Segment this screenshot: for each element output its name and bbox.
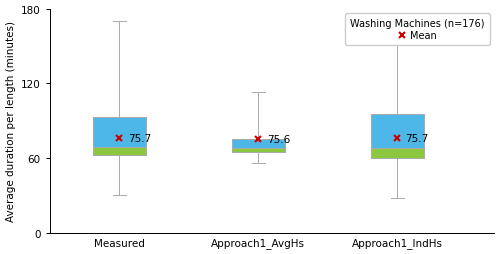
Y-axis label: Average duration per length (minutes): Average duration per length (minutes) [6,21,16,221]
Text: 75.7: 75.7 [128,134,151,144]
Bar [371,148,424,158]
Text: 75.6: 75.6 [266,134,290,144]
Bar [232,140,284,148]
Text: 75.7: 75.7 [406,134,429,144]
Bar [93,147,146,156]
Bar [371,115,424,148]
Bar [232,148,284,152]
Legend: Mean: Mean [346,14,490,46]
Bar [93,117,146,147]
Bar [93,117,146,156]
Bar [232,140,284,152]
Bar [371,115,424,158]
